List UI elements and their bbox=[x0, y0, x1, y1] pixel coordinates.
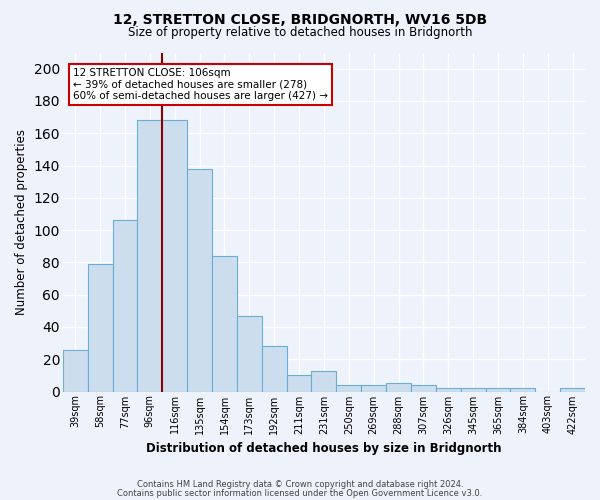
Bar bbox=[237, 316, 262, 392]
X-axis label: Distribution of detached houses by size in Bridgnorth: Distribution of detached houses by size … bbox=[146, 442, 502, 455]
Bar bbox=[137, 120, 162, 392]
Bar bbox=[485, 388, 511, 392]
Bar bbox=[337, 385, 361, 392]
Bar bbox=[361, 385, 386, 392]
Y-axis label: Number of detached properties: Number of detached properties bbox=[15, 129, 28, 315]
Bar bbox=[386, 384, 411, 392]
Text: 12 STRETTON CLOSE: 106sqm
← 39% of detached houses are smaller (278)
60% of semi: 12 STRETTON CLOSE: 106sqm ← 39% of detac… bbox=[73, 68, 328, 101]
Bar bbox=[63, 350, 88, 392]
Text: Size of property relative to detached houses in Bridgnorth: Size of property relative to detached ho… bbox=[128, 26, 472, 39]
Bar bbox=[287, 376, 311, 392]
Bar bbox=[262, 346, 287, 392]
Text: 12, STRETTON CLOSE, BRIDGNORTH, WV16 5DB: 12, STRETTON CLOSE, BRIDGNORTH, WV16 5DB bbox=[113, 12, 487, 26]
Bar bbox=[212, 256, 237, 392]
Bar bbox=[162, 120, 187, 392]
Bar bbox=[461, 388, 485, 392]
Bar bbox=[560, 388, 585, 392]
Text: Contains public sector information licensed under the Open Government Licence v3: Contains public sector information licen… bbox=[118, 488, 482, 498]
Bar bbox=[511, 388, 535, 392]
Text: Contains HM Land Registry data © Crown copyright and database right 2024.: Contains HM Land Registry data © Crown c… bbox=[137, 480, 463, 489]
Bar bbox=[411, 385, 436, 392]
Bar bbox=[436, 388, 461, 392]
Bar bbox=[88, 264, 113, 392]
Bar bbox=[187, 168, 212, 392]
Bar bbox=[311, 370, 337, 392]
Bar bbox=[113, 220, 137, 392]
